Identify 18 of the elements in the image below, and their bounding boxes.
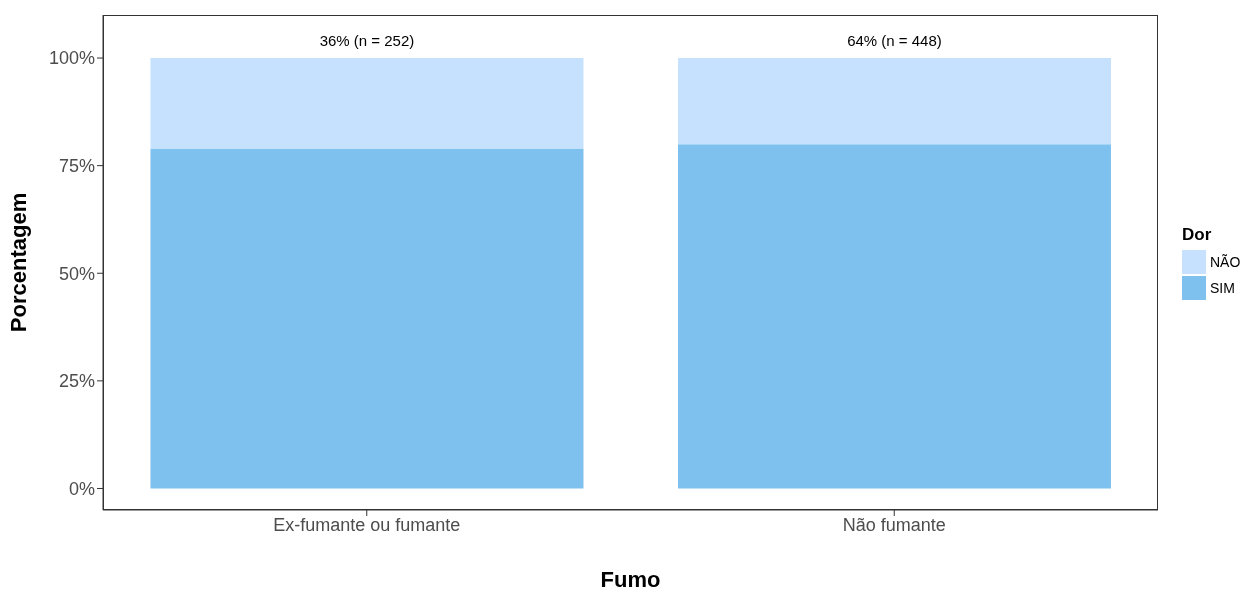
y-tick-label: 0%: [68, 478, 95, 499]
legend-label: NÃO: [1210, 254, 1241, 270]
legend-title: Dor: [1182, 225, 1213, 245]
total-label: 36% (n = 252): [319, 32, 415, 50]
y-tick-label: 25%: [58, 371, 95, 392]
bar: [150, 58, 584, 149]
bar: [150, 148, 584, 489]
y-tick-label: 75%: [58, 156, 95, 177]
x-axis-title: Fumo: [600, 567, 661, 589]
y-tick-label: 50%: [58, 263, 95, 284]
bar: [677, 58, 1111, 145]
bar: [677, 144, 1111, 489]
y-tick-label: 100%: [48, 48, 95, 69]
y-axis-title: Porcentagem: [5, 192, 31, 333]
x-tick-label: Ex-fumante ou fumante: [273, 514, 461, 535]
legend-label: SIM: [1210, 280, 1235, 296]
total-label: 64% (n = 448): [847, 32, 942, 50]
x-tick-label: Não fumante: [842, 514, 946, 535]
